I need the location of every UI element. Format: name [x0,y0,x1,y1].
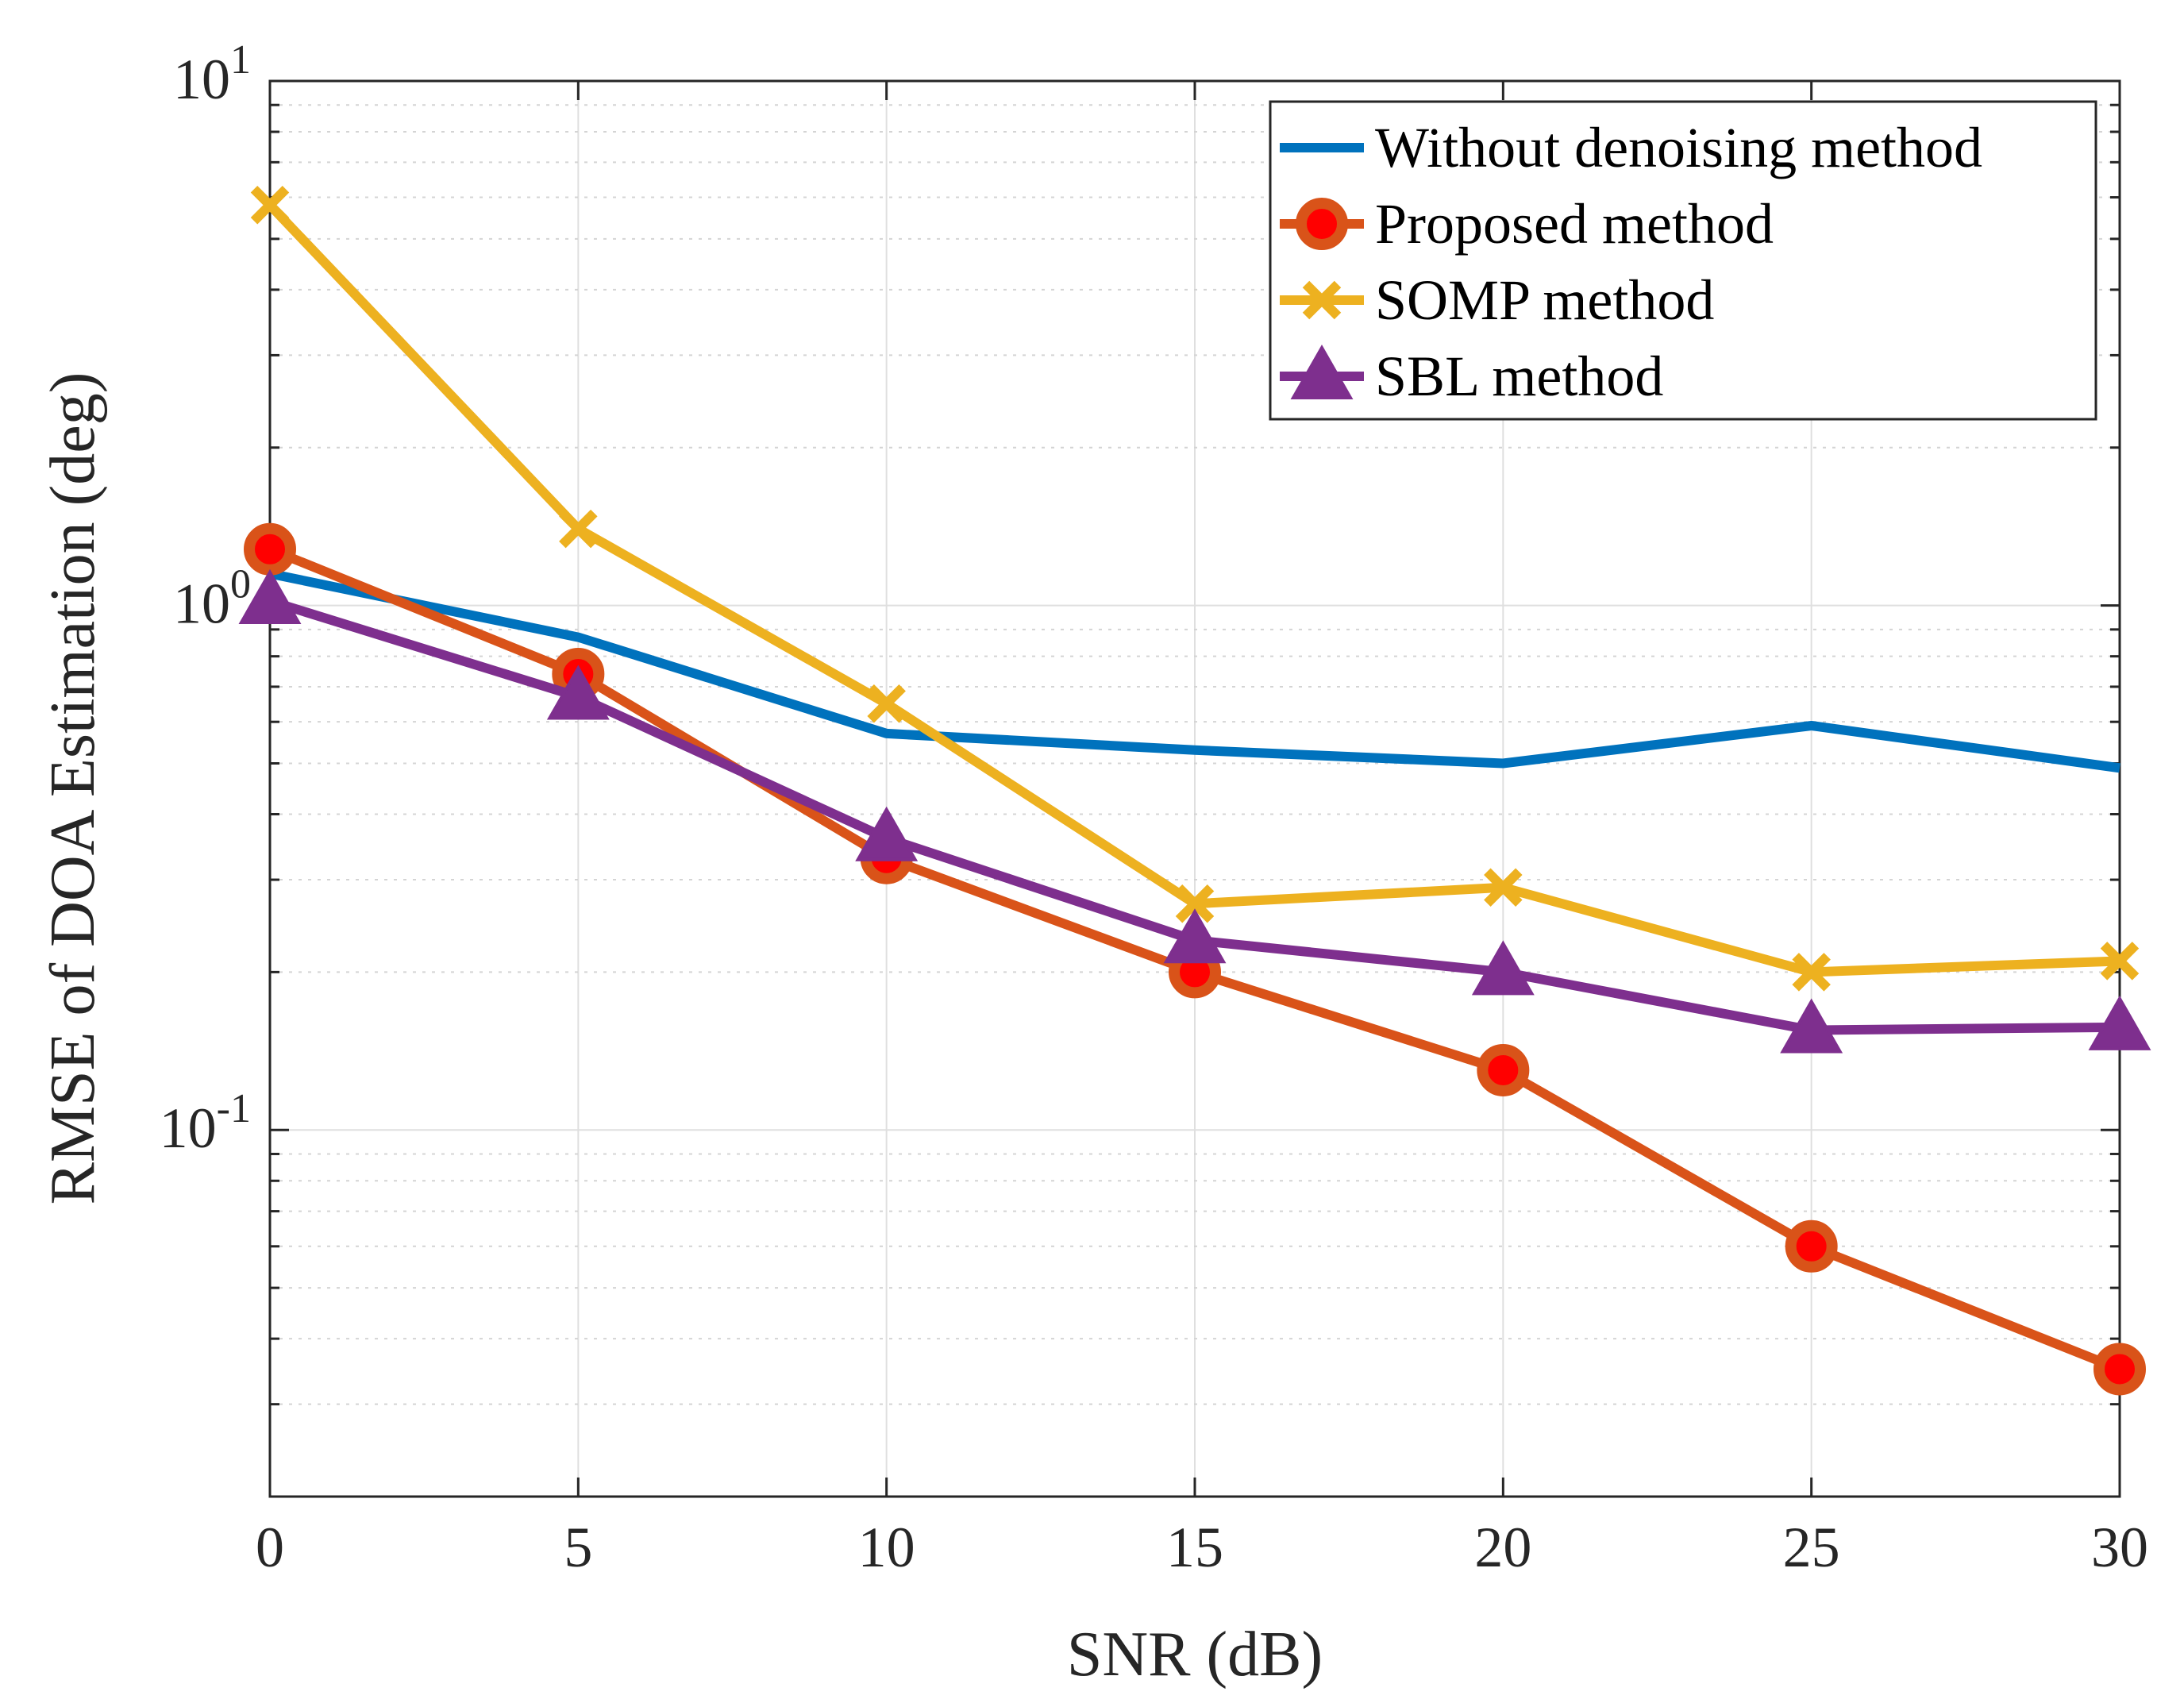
x-tick-label: 10 [858,1516,915,1579]
data-series [238,186,2151,1396]
data-point [238,568,302,624]
data-point [2100,942,2140,981]
axes [268,79,2121,1498]
y-axis-title: RMSE of DOA Estimation (deg) [38,372,108,1205]
data-point [250,186,290,225]
y-tick-label: 10-1 [160,1086,251,1160]
x-tick-label: 5 [564,1516,592,1579]
x-axis-title: SNR (dB) [1067,1620,1323,1690]
legend: Without denoising method Proposed method S… [1269,100,2097,421]
data-point [1780,998,1843,1054]
legend-label: Without denoising method [1375,116,1982,179]
data-point [1471,940,1535,996]
y-tick-label: 100 [173,562,251,636]
series-0 [268,568,2120,773]
x-tick-label: 15 [1166,1516,1223,1579]
y-tick-base: 10 [160,1096,217,1160]
data-point [546,665,610,720]
data-point [1163,908,1227,964]
y-tick-exponent: -1 [217,1086,251,1131]
x-tick-label: 25 [1783,1516,1840,1579]
x-tick-label: 30 [2091,1516,2148,1579]
data-point [2088,995,2151,1050]
data-point [867,684,906,723]
legend-swatch-marker [1296,198,1348,250]
data-point [2093,1343,2146,1396]
data-point [1175,884,1215,923]
y-tick-base: 10 [173,48,230,111]
y-tick-label: 101 [173,37,251,111]
legend-swatch-marker [1290,344,1354,399]
data-point [1785,1219,1838,1273]
y-tick-exponent: 1 [230,37,251,83]
y-tick-exponent: 0 [230,562,251,607]
y-tick-base: 10 [173,572,230,636]
series-3 [238,568,2151,1054]
x-tick-label: 20 [1474,1516,1531,1579]
data-point [1477,1043,1530,1096]
data-point [855,806,919,861]
data-point [244,522,296,576]
legend-label: SBL method [1375,345,1663,408]
legend-swatch-marker [1302,280,1342,320]
legend-label: SOMP method [1375,268,1714,332]
series-line [268,568,2120,773]
series-2 [250,186,2140,992]
legend-label: Proposed method [1375,192,1774,256]
data-point [1792,953,1831,992]
legend-box [1269,100,2097,421]
data-point [1484,868,1523,907]
data-point [559,509,598,549]
x-tick-label: 0 [256,1516,284,1579]
